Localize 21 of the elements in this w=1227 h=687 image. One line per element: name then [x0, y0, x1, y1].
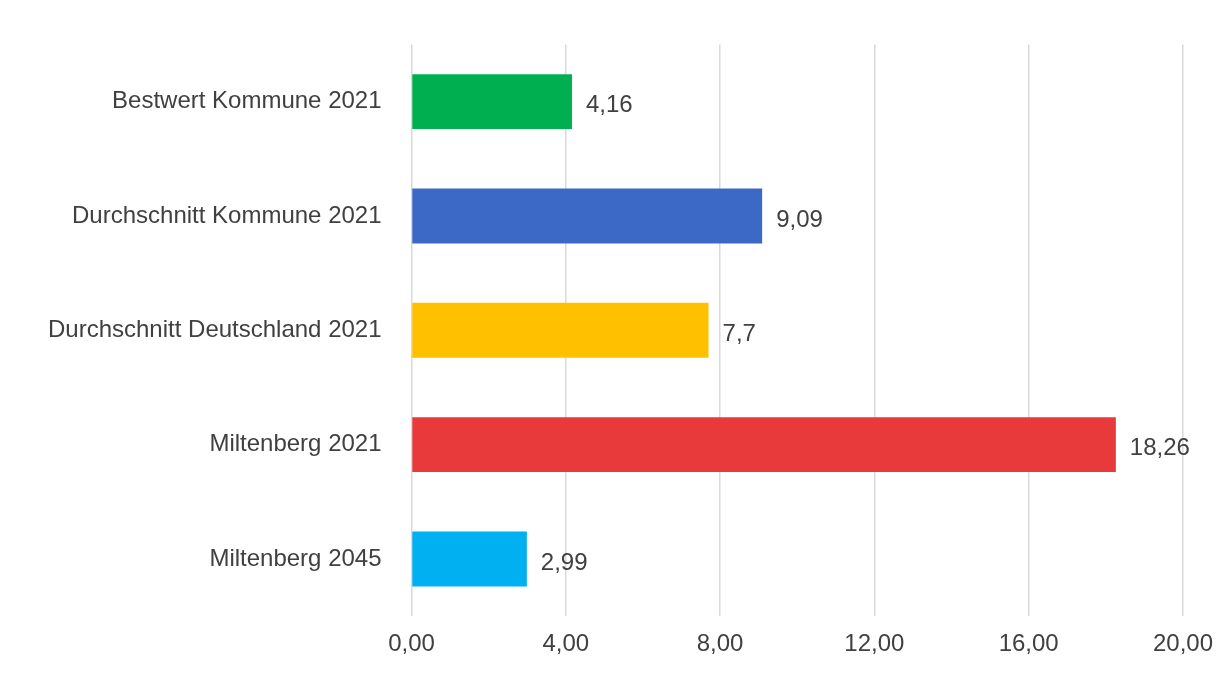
bar: [412, 74, 572, 130]
data-label: 7,7: [722, 318, 756, 346]
y-tick-label: Durchschnitt Kommune 2021: [72, 200, 382, 228]
bar: [412, 417, 1116, 473]
data-label: 2,99: [540, 547, 588, 575]
x-tick-label: 12,00: [844, 629, 905, 657]
y-tick-label: Durchschnitt Deutschland 2021: [48, 314, 382, 342]
x-tick-label: 0,00: [388, 629, 435, 657]
data-label: 9,09: [776, 204, 823, 232]
x-tick-label: 16,00: [998, 629, 1059, 657]
bar: [412, 188, 763, 244]
data-label: 4,16: [585, 90, 633, 118]
y-tick-label: Miltenberg 2045: [209, 543, 382, 571]
x-tick-label: 4,00: [542, 629, 590, 657]
y-tick-label: Bestwert Kommune 2021: [112, 86, 382, 114]
bar: [412, 531, 527, 587]
x-tick-label: 8,00: [696, 629, 744, 657]
y-tick-label: Miltenberg 2021: [209, 429, 382, 457]
data-label: 18,26: [1129, 433, 1190, 461]
bar: [412, 302, 709, 358]
x-tick-label: 20,00: [1152, 629, 1213, 657]
